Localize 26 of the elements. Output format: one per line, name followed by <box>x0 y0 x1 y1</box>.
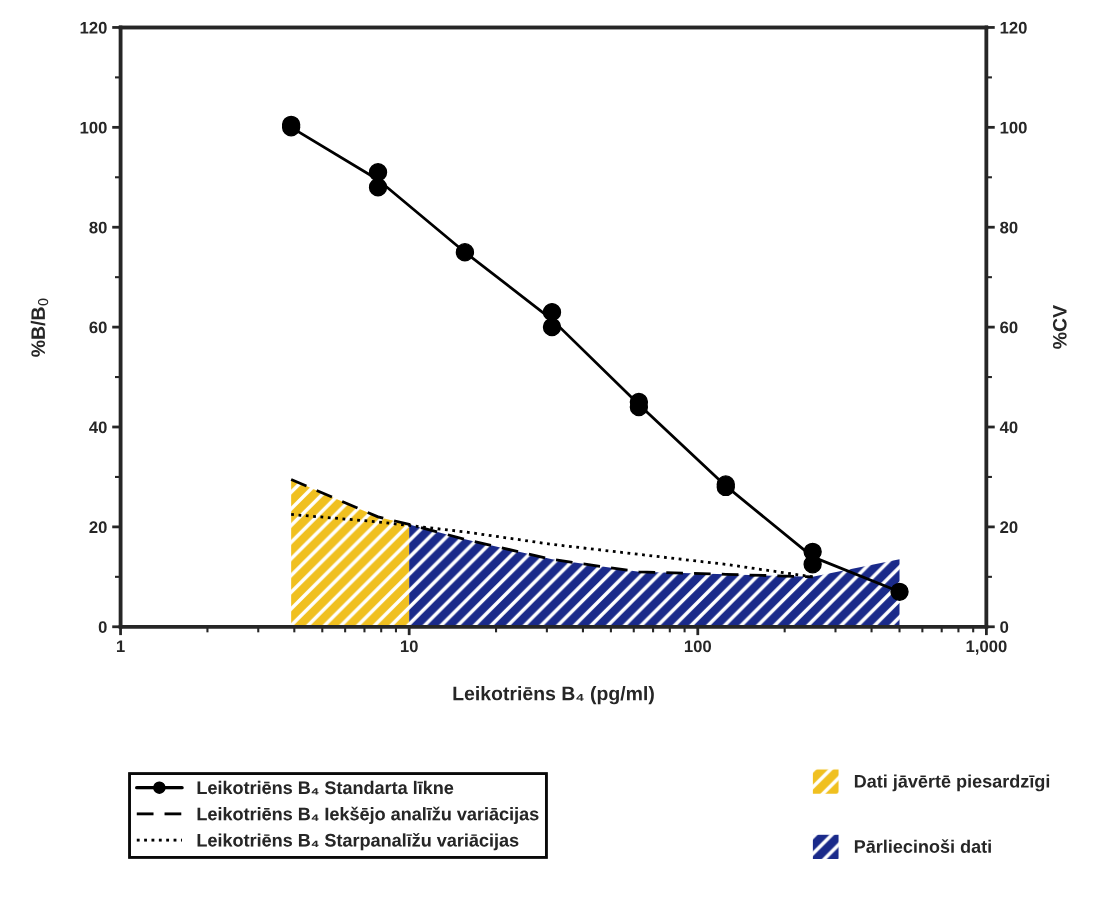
y2-tick-label: 120 <box>1000 21 1027 34</box>
y-tick-label: 120 <box>80 21 107 34</box>
y2-tick-label: 100 <box>1000 121 1027 134</box>
legend-label: Leikotriēns B₄ Standarta līkne <box>197 780 454 795</box>
x-tick-label: 1 <box>116 640 125 653</box>
y2-tick-label: 20 <box>1000 521 1018 534</box>
y-tick-label: 40 <box>89 421 107 434</box>
x-tick-label: 1,000 <box>966 640 1007 655</box>
y-tick-label: 20 <box>89 521 107 534</box>
legend-label: Pārliecinoši dati <box>854 839 991 853</box>
legend-label: Leikotriēns B₄ Iekšējo analīžu variācijas <box>197 806 539 824</box>
x-tick-label: 10 <box>400 640 418 653</box>
y2-tick-label: 80 <box>1000 221 1018 234</box>
y2-tick-label: 60 <box>1000 321 1018 334</box>
y-tick-label: 100 <box>80 121 107 134</box>
y-tick-label: 80 <box>89 221 107 234</box>
legend-label: Dati jāvērtē piesardzīgi <box>854 774 1050 792</box>
y2-axis-title: %CV <box>1052 305 1067 349</box>
x-axis-title: Leikotriēns B₄ (pg/ml) <box>453 686 654 705</box>
y-tick-label: 0 <box>98 621 107 633</box>
y2-tick-label: 40 <box>999 421 1018 434</box>
y2-tick-label: 0 <box>1000 621 1009 633</box>
y-tick-label: 60 <box>89 321 107 334</box>
y-axis-title: %B/B$_{0}$ <box>30 298 49 357</box>
legend-label: Leikotriēns B₄ Starpanalīžu variācijas <box>197 832 519 851</box>
x-tick-label: 100 <box>684 640 712 653</box>
